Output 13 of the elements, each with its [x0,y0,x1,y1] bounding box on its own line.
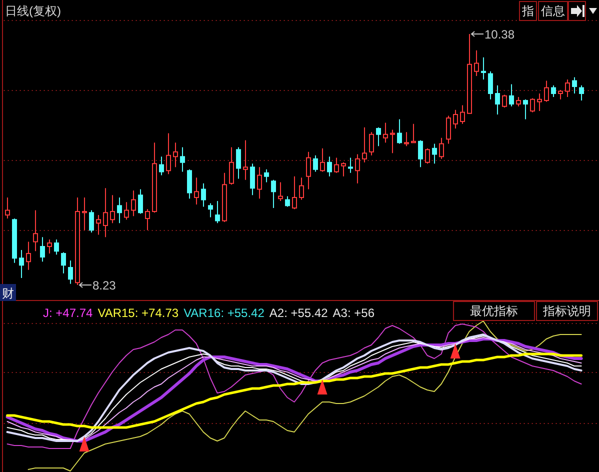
label: 指 [522,4,534,18]
title: 日线(复权) [5,4,61,18]
label: 信息 [541,4,565,18]
label: 财 [2,286,14,300]
legend-label: A3: +56 [332,306,374,320]
label: 最优指标 [470,304,518,318]
annotation: 10.38 [484,28,515,42]
legend-label: A2: +55.42 [269,306,328,320]
legend-label: J: +47.74 [43,306,93,320]
label: 指标说明 [543,304,591,318]
annotation: 8.23 [92,278,116,292]
legend-label: VAR16: +55.42 [184,306,264,320]
legend-label: VAR15: +74.73 [98,306,179,320]
